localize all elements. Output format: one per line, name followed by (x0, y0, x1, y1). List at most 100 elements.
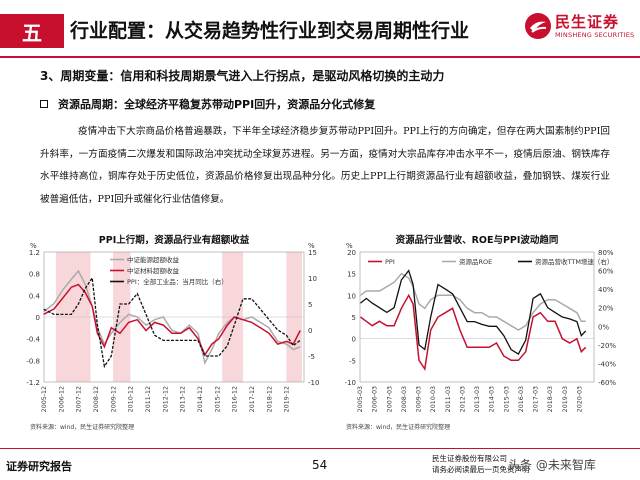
chart-title: 资源品行业营收、ROE与PPI波动趋同 (396, 234, 559, 246)
x-tick-label: 2012-12 (162, 386, 169, 412)
y-tick-label: -0.4 (26, 336, 40, 344)
x-tick-label: 2018-12 (266, 386, 273, 412)
footer-disclaimer: 请务必阅读最后一页免责声明 (432, 465, 530, 474)
x-tick-label: 2012-03 (459, 386, 466, 412)
y2-tick-label: 10 (308, 275, 317, 283)
body-paragraph: 疫情冲击下大宗商品价格普遍暴跌，下半年全球经济稳步复苏带动PPI回升。PPI上行… (40, 126, 610, 205)
x-tick-label: 2009-12 (110, 386, 117, 412)
footer-company: 民生证券股份有限公司 (432, 454, 507, 463)
y2-tick-label: 60% (598, 268, 614, 276)
y2-tick-label: 0% (598, 323, 609, 331)
series-line-3 (360, 269, 587, 356)
chart-excess-return: PPI上行期，资源品行业有超额收益 1.2 0.8 0.4 0 -0.4 -0.8 -1.2 1… (4, 228, 330, 432)
x-tick-label: 2018-03 (547, 386, 554, 412)
chart-source: 资料来源：wind，民生证券研究院整理 (346, 423, 450, 431)
x-tick-label: 2006-12 (58, 386, 65, 412)
bullet-heading-text: 资源品周期：全球经济平稳复苏带动PPI回升，资源品分化式修复 (58, 98, 376, 111)
legend-label: 中证能源超额收益 (127, 255, 180, 264)
plot-frame (359, 251, 595, 383)
y-tick-label: -10 (345, 379, 356, 387)
x-tick-label: 2013-12 (180, 386, 187, 412)
y-tick-label: 0.8 (29, 271, 40, 279)
y-tick-label: 0 (36, 314, 40, 322)
x-tick-label: 2005-12 (41, 386, 48, 412)
header-divider (0, 56, 640, 58)
x-tick-label: 2008-03 (401, 386, 408, 412)
x-tick-label: 2013-03 (474, 386, 481, 412)
footer-company-info: 民生证券股份有限公司 请务必阅读最后一页免责声明 (432, 453, 530, 475)
logo-en-name: MINSHENG SECURITIES (555, 31, 635, 39)
y-tick-label: 1.2 (29, 249, 40, 257)
x-tick-label: 2016-03 (518, 386, 525, 412)
y2-tick-label: -60% (598, 379, 616, 387)
x-tick-label: 2007-03 (386, 386, 393, 412)
y-tick-label: -1.2 (26, 379, 40, 387)
legend-label: PPI：全部工业品：当月同比（右） (127, 277, 228, 286)
chart-excess-return-svg: PPI上行期，资源品行业有超额收益 1.2 0.8 0.4 0 -0.4 -0.8 -1.2 1… (26, 234, 319, 431)
y2-tick-label: 15 (308, 249, 317, 257)
watermark: 头条 @未来智库 (508, 458, 596, 472)
x-tick-label: 2014-03 (489, 386, 496, 412)
y-tick-label: 5 (352, 314, 356, 322)
series-line-3 (43, 276, 301, 369)
y2-tick-label: -40% (598, 360, 616, 368)
legend-label: 资源品ROE (459, 257, 492, 266)
y-tick-label: 0.4 (29, 292, 41, 300)
x-tick-label: 2017-12 (249, 386, 256, 412)
page-header: 五 行业配置：从交易趋势性行业到交易周期性行业 民生证券 MINSHENG SE… (0, 0, 640, 58)
y-tick-label: -0.8 (26, 357, 40, 365)
chart-roe-ppi-svg: 资源品行业营收、ROE与PPI波动趋同 20 15 10 5 0 -5 -10 80% 60% 40… (345, 234, 617, 431)
x-tick-label: 2009-03 (416, 386, 423, 412)
legend-label: 资源品营收TTM增速（右） (535, 257, 613, 266)
x-tick-label: 2019-12 (284, 386, 291, 412)
bullet-heading: 资源品周期：全球经济平稳复苏带动PPI回升，资源品分化式修复 (40, 96, 375, 112)
page-number: 54 (312, 458, 328, 472)
x-tick-label: 2005-03 (357, 386, 364, 412)
chart-roe-ppi: 资源品行业营收、ROE与PPI波动趋同 20 15 10 5 0 -5 -10 80% 60% 40… (330, 228, 636, 432)
y2-tick-label: 20% (598, 305, 614, 313)
y2-tick-label: -10 (308, 379, 319, 387)
series-line-1 (43, 269, 301, 366)
footer-report-label: 证券研究报告 (6, 460, 72, 473)
series-line-1 (360, 293, 587, 372)
section-number-badge: 五 (0, 14, 64, 48)
y-tick-label: 10 (347, 292, 356, 300)
square-bullet-icon (40, 100, 48, 108)
y-tick-label: 15 (347, 271, 356, 279)
y2-tick-label: -20% (598, 342, 616, 350)
minsheng-logo-icon (525, 13, 551, 39)
section-subheading: 3、周期变量：信用和科技周期景气进入上行拐点，是驱动风格切换的主动力 (40, 69, 445, 83)
page-title: 行业配置：从交易趋势性行业到交易周期性行业 (70, 20, 470, 42)
x-tick-label: 2015-12 (214, 386, 221, 412)
y2-tick-label: 5 (308, 301, 312, 309)
legend-label: 中证材料超额收益 (127, 266, 180, 275)
y-tick-label: 20 (347, 249, 356, 257)
x-tick-label: 2007-12 (76, 386, 83, 412)
x-tick-label: 2010-12 (128, 386, 135, 412)
x-tick-label: 2010-03 (430, 386, 437, 412)
chart-title: PPI上行期，资源品行业有超额收益 (99, 234, 250, 246)
y2-tick-label: 0 (308, 327, 312, 335)
x-tick-label: 2015-03 (503, 386, 510, 412)
x-tick-label: 2011-03 (445, 386, 452, 412)
right-axis-unit: % (308, 242, 315, 250)
x-tick-label: 2008-12 (93, 386, 100, 412)
y-tick-label: -5 (349, 357, 356, 365)
x-tick-label: 2020-03 (576, 386, 583, 412)
x-tick-label: 2014-12 (197, 386, 204, 412)
x-tick-label: 2006-03 (372, 386, 379, 412)
x-tick-label: 2019-03 (562, 386, 569, 412)
y2-tick-label: 40% (598, 286, 614, 294)
y-tick-label: 0 (352, 336, 356, 344)
chart-source: 资料来源：wind，民生证券研究院整理 (30, 423, 134, 431)
left-axis-unit: % (30, 242, 37, 250)
y2-tick-label: -5 (308, 353, 315, 361)
left-axis-unit: % (346, 242, 353, 250)
y2-tick-label: 80% (598, 249, 614, 257)
company-logo: 民生证券 MINSHENG SECURITIES (524, 6, 636, 46)
series-line-2 (43, 283, 301, 357)
x-tick-label: 2016-12 (232, 386, 239, 412)
series-line-2 (360, 272, 586, 331)
logo-cn-name: 民生证券 (555, 13, 620, 31)
x-tick-label: 2011-12 (145, 386, 152, 412)
